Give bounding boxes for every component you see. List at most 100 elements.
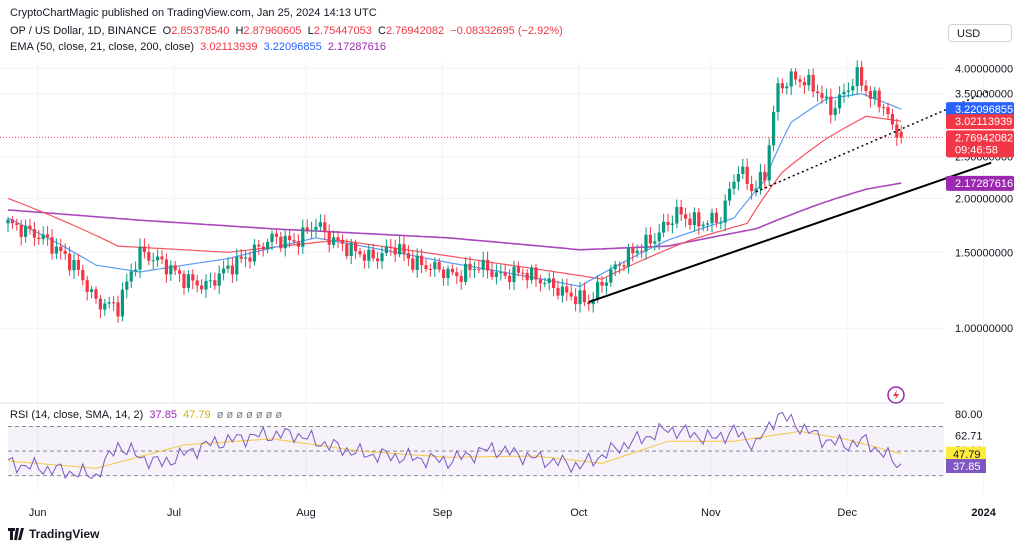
candle-body <box>274 233 278 237</box>
ema50-line <box>7 115 902 280</box>
candle-body <box>530 267 534 281</box>
candle-body <box>41 234 45 240</box>
candle-body <box>191 274 195 281</box>
candle-body <box>503 272 507 276</box>
candle-body <box>424 265 428 269</box>
time-tick-label: Oct <box>570 507 587 519</box>
ema21-badge-text: 3.22096855 <box>955 104 1013 116</box>
candle-body <box>10 219 14 224</box>
candle-body <box>455 272 459 277</box>
ema21-badge <box>946 102 1014 118</box>
candle-body <box>204 281 208 290</box>
candle-body <box>802 81 806 86</box>
candle-body <box>160 256 164 260</box>
candle-body <box>648 234 652 244</box>
candle-body <box>195 280 199 286</box>
candle-body <box>490 270 494 277</box>
candle-body <box>714 212 718 223</box>
candle-body <box>398 244 402 255</box>
candle-body <box>323 222 327 232</box>
ema200-value: 2.17287616 <box>327 41 386 53</box>
currency-selector[interactable]: USD <box>948 24 1012 42</box>
candle-body <box>147 251 151 261</box>
candle-body <box>565 286 569 293</box>
candle-body <box>332 237 336 245</box>
candle-body <box>600 281 604 286</box>
candle-body <box>754 188 758 192</box>
candle-body <box>719 222 723 224</box>
candle-body <box>15 223 19 226</box>
candle-body <box>222 268 226 274</box>
candle-body <box>780 83 784 89</box>
candle-body <box>156 256 160 261</box>
rsi-line <box>7 411 902 480</box>
candle-body <box>807 74 811 86</box>
candle-body <box>864 85 868 92</box>
candle-body <box>213 280 217 286</box>
time-tick-label: Sep <box>433 507 453 519</box>
candle-body <box>877 90 881 108</box>
tradingview-logo[interactable]: TradingView <box>8 527 99 541</box>
candle-body <box>200 285 204 290</box>
candle-body <box>697 212 701 227</box>
candle-body <box>534 267 538 280</box>
rsi-header: RSI (14, close, SMA, 14, 2) 37.85 47.79 … <box>10 409 283 421</box>
time-tick-label: Jul <box>167 507 181 519</box>
candle-body <box>785 86 789 89</box>
candle-body <box>670 223 674 225</box>
lightning-icon[interactable] <box>887 386 905 404</box>
candle-body <box>701 224 705 227</box>
candle-body <box>688 218 692 226</box>
last-price-badge-text: 2.76942082 <box>955 132 1013 144</box>
candle-body <box>208 280 212 282</box>
candle-body <box>622 265 626 267</box>
candle-body <box>609 269 613 283</box>
candle-body <box>758 171 762 189</box>
candle-body <box>138 246 142 270</box>
candle-body <box>860 67 864 86</box>
candle-body <box>798 79 802 82</box>
candle-body <box>142 246 146 252</box>
candle-body <box>486 259 490 271</box>
candle-body <box>393 247 397 255</box>
candle-body <box>741 166 745 174</box>
candle-body <box>587 302 591 305</box>
candle-body <box>525 272 529 281</box>
rsi-sma-badge <box>946 446 986 461</box>
candle-body <box>472 269 476 271</box>
candle-body <box>468 263 472 271</box>
candle-body <box>692 212 696 226</box>
candle-body <box>376 258 380 262</box>
rsi-sma-badge-text: 47.79 <box>953 449 981 461</box>
candle-body <box>261 246 265 250</box>
candle-body <box>767 145 771 181</box>
candle-body <box>644 234 648 252</box>
candle-body <box>776 83 780 113</box>
candle-body <box>657 232 661 242</box>
candle-body <box>235 256 239 275</box>
candle-body <box>560 286 564 296</box>
price-tick-label: 1.50000000 <box>955 247 1013 259</box>
candle-body <box>63 250 67 254</box>
candle-body <box>829 96 833 115</box>
candle-body <box>481 259 485 270</box>
candle-body <box>631 248 635 254</box>
candle-body <box>125 281 129 290</box>
candle-body <box>772 112 776 146</box>
candle-body <box>358 251 362 255</box>
candle-body <box>679 206 683 215</box>
candle-body <box>811 74 815 92</box>
candle-body <box>314 226 318 230</box>
candle-body <box>252 244 256 262</box>
candle-body <box>653 241 657 244</box>
candle-body <box>90 289 94 292</box>
candle-body <box>604 282 608 286</box>
candle-body <box>411 258 415 270</box>
candle-body <box>164 259 168 275</box>
candle-body <box>640 250 644 252</box>
candle-body <box>591 299 595 305</box>
last-price-badge-countdown: 09:46:58 <box>955 144 998 156</box>
candle-body <box>838 94 842 109</box>
symbol-label: OP / US Dollar, 1D, BINANCE <box>10 25 157 37</box>
